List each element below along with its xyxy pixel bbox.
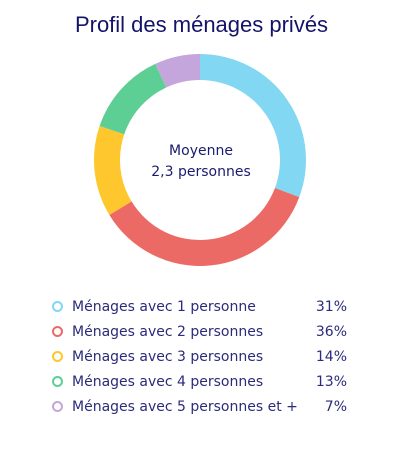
legend-item: Ménages avec 4 personnes 13% <box>52 369 347 394</box>
legend-value: 14% <box>315 348 347 365</box>
chart-title: Profil des ménages privés <box>74 12 329 37</box>
legend-label: Ménages avec 4 personnes <box>72 373 264 390</box>
legend-marker-icon <box>52 326 63 337</box>
donut-center-label: Moyenne 2,3 personnes <box>101 141 301 183</box>
legend-item: Ménages avec 3 personnes 14% <box>52 344 347 369</box>
legend-item: Ménages avec 5 personnes et + 7% <box>52 394 347 419</box>
legend-marker-icon <box>52 376 63 387</box>
donut-svg <box>93 54 307 266</box>
legend-marker-icon <box>52 401 63 412</box>
legend-label: Ménages avec 5 personnes et + <box>72 398 298 415</box>
center-label-line1: Moyenne <box>169 143 233 159</box>
donut-slice <box>99 63 167 135</box>
chart-legend: Ménages avec 1 personne 31% Ménages avec 2… <box>52 294 347 419</box>
legend-value: 7% <box>324 398 347 415</box>
legend-value: 13% <box>315 373 347 390</box>
legend-item: Ménages avec 1 personne 31% <box>52 294 347 319</box>
donut-slice <box>109 188 300 266</box>
donut-slice <box>200 54 307 198</box>
legend-marker-icon <box>52 301 63 312</box>
donut-chart: Moyenne 2,3 personnes <box>93 54 307 266</box>
legend-label: Ménages avec 3 personnes <box>72 348 264 365</box>
legend-label: Ménages avec 1 personne <box>72 298 256 315</box>
legend-value: 31% <box>315 298 347 315</box>
legend-label: Ménages avec 2 personnes <box>72 323 264 340</box>
donut-slice <box>93 125 132 215</box>
legend-marker-icon <box>52 351 63 362</box>
donut-slice <box>155 54 200 88</box>
legend-value: 36% <box>315 323 347 340</box>
legend-item: Ménages avec 2 personnes 36% <box>52 319 347 344</box>
center-label-line2: 2,3 personnes <box>151 164 251 180</box>
